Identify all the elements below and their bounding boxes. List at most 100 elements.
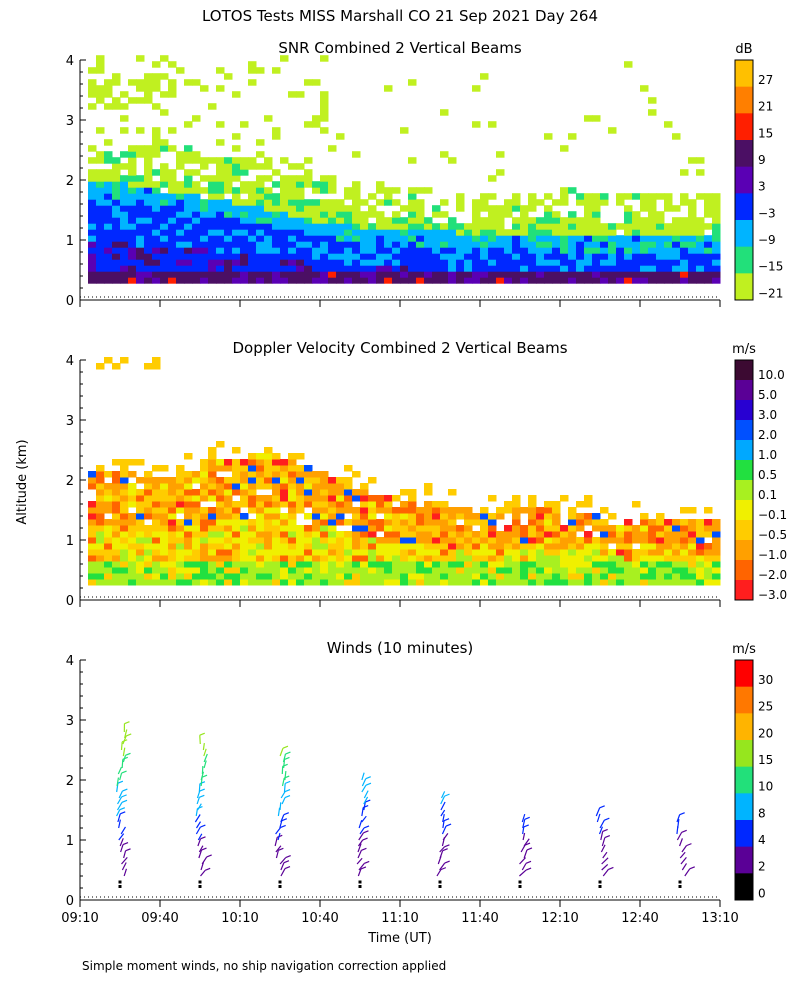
doppler-cell (336, 561, 345, 568)
doppler-cell (264, 543, 273, 550)
snr-cell (216, 199, 225, 206)
snr-cell (256, 217, 265, 224)
snr-cell (240, 277, 249, 284)
snr-cell (448, 247, 457, 254)
snr-cell (304, 79, 313, 86)
doppler-cell (304, 579, 313, 586)
doppler-cell (688, 561, 697, 568)
doppler-cell (472, 531, 481, 538)
doppler-cell (544, 507, 553, 514)
colorbar-label: −0.5 (758, 528, 787, 542)
doppler-cell (504, 531, 513, 538)
doppler-cell (512, 579, 521, 586)
snr-cell (520, 271, 529, 278)
doppler-cell (272, 495, 281, 502)
doppler-cell (520, 543, 529, 550)
snr-cell (312, 235, 321, 242)
doppler-cell (120, 489, 129, 496)
snr-cell (632, 265, 641, 272)
snr-cell (608, 265, 617, 272)
snr-cell (384, 259, 393, 266)
wind-barb-flag (284, 789, 291, 793)
doppler-cell (712, 549, 721, 556)
snr-cell (304, 217, 313, 224)
snr-cell (232, 169, 241, 176)
snr-cell (592, 229, 601, 236)
doppler-cell (496, 513, 505, 520)
doppler-cell (160, 501, 169, 508)
doppler-cell (400, 513, 409, 520)
snr-cell (112, 253, 121, 260)
snr-cell (464, 247, 473, 254)
doppler-cell (120, 543, 129, 550)
snr-cell (296, 181, 305, 188)
doppler-cell (472, 549, 481, 556)
snr-cell (224, 73, 233, 80)
doppler-cell (632, 501, 641, 508)
doppler-cell (584, 501, 593, 508)
colorbar-label: 25 (758, 700, 773, 714)
doppler-cell (280, 471, 289, 478)
snr-cell (288, 163, 297, 170)
doppler-cell (640, 543, 649, 550)
doppler-cell (344, 561, 353, 568)
doppler-cell (576, 519, 585, 526)
doppler-cell (672, 525, 681, 532)
doppler-cell (664, 567, 673, 574)
snr-cell (384, 235, 393, 242)
snr-cell (384, 247, 393, 254)
snr-cell (352, 199, 361, 206)
doppler-cell (600, 519, 609, 526)
snr-cell (440, 235, 449, 242)
doppler-cell (384, 579, 393, 586)
doppler-cell (448, 555, 457, 562)
snr-cell (352, 259, 361, 266)
snr-cell (304, 253, 313, 260)
doppler-cell (184, 507, 193, 514)
snr-cell (184, 211, 193, 218)
snr-cell (648, 271, 657, 278)
snr-cell (360, 211, 369, 218)
doppler-cell (536, 513, 545, 520)
doppler-cell (304, 531, 313, 538)
snr-cell (104, 259, 113, 266)
snr-cell (672, 205, 681, 212)
wind-base-marker (438, 885, 442, 888)
doppler-cell (464, 531, 473, 538)
doppler-cell (104, 579, 113, 586)
doppler-cell (288, 465, 297, 472)
snr-cell (480, 193, 489, 200)
doppler-cell (288, 525, 297, 532)
doppler-cell (192, 531, 201, 538)
snr-cell (568, 253, 577, 260)
snr-cell (528, 229, 537, 236)
doppler-cell (200, 483, 209, 490)
snr-cell (248, 193, 257, 200)
snr-cell (584, 253, 593, 260)
doppler-cell (360, 495, 369, 502)
snr-cell (112, 103, 121, 110)
wind-barb-flag (199, 794, 205, 798)
doppler-cell (480, 519, 489, 526)
doppler-cell (344, 573, 353, 580)
colorbar-swatch (735, 400, 753, 421)
doppler-cell (240, 543, 249, 550)
doppler-cell (352, 525, 361, 532)
snr-cell (600, 253, 609, 260)
doppler-cell (152, 513, 161, 520)
doppler-cell (264, 537, 273, 544)
doppler-cell (544, 567, 553, 574)
snr-cell (448, 259, 457, 266)
snr-cell (352, 247, 361, 254)
y-tick-label: 0 (66, 594, 74, 609)
doppler-cell (488, 567, 497, 574)
snr-cell (368, 211, 377, 218)
snr-cell (88, 229, 97, 236)
snr-cell (192, 241, 201, 248)
snr-cell (280, 247, 289, 254)
doppler-cell (272, 537, 281, 544)
snr-cell (160, 259, 169, 266)
snr-cell (368, 241, 377, 248)
snr-cell (88, 199, 97, 206)
snr-cell (352, 265, 361, 272)
